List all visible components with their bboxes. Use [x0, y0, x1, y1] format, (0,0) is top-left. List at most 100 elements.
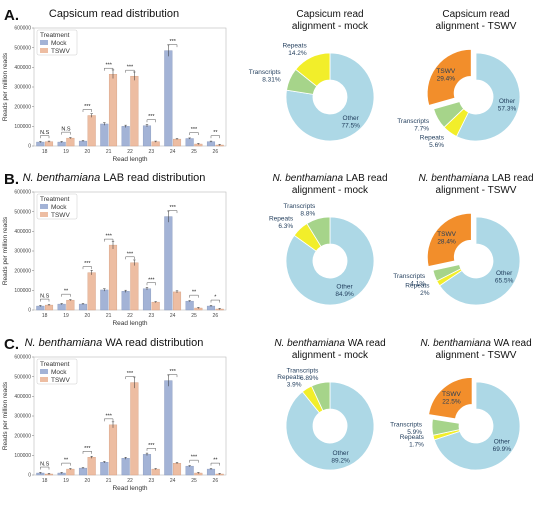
- donut-slice-transcripts: [306, 216, 331, 248]
- legend-swatch-tswv: [40, 212, 48, 217]
- slice-label: Repeats: [269, 216, 294, 223]
- y-tick-label: 100000: [14, 288, 31, 294]
- title-italic-part: N. benthamiana: [23, 172, 101, 184]
- slice-label: TSWV: [437, 231, 456, 238]
- slice-value: 57.3%: [498, 106, 517, 113]
- significance-label: ***: [105, 63, 112, 69]
- x-tick-label: 18: [42, 478, 48, 484]
- significance-label: **: [64, 458, 69, 464]
- bar-tswv: [87, 272, 96, 311]
- bar-chart-title: N. benthamiana WA read distribution: [25, 337, 204, 349]
- donut-title-line2: alignment - mock: [292, 350, 369, 361]
- slice-value: 29.4%: [437, 76, 456, 83]
- slice-value: 2%: [420, 290, 430, 297]
- title-rest-part: WA read distribution: [102, 337, 203, 349]
- slice-label: Repeats: [277, 374, 302, 381]
- significance-bracket: [189, 459, 199, 463]
- y-tick-label: 300000: [14, 85, 31, 91]
- x-tick-label: 18: [42, 313, 48, 319]
- bar-mock: [164, 50, 173, 147]
- donut-slice-transcripts: [311, 381, 331, 412]
- bar-mock: [206, 468, 216, 476]
- significance-bracket: [146, 448, 156, 451]
- x-tick-label: 23: [149, 313, 155, 319]
- donut-title-line1: N. benthamiana LAB read: [418, 173, 533, 184]
- bar-mock: [100, 289, 109, 311]
- legend-swatch-tswv: [40, 377, 48, 382]
- significance-bracket: [104, 418, 114, 422]
- slice-label: Transcripts: [393, 273, 426, 280]
- y-tick-label: 500000: [14, 209, 31, 215]
- slice-value: 5.9%: [407, 429, 422, 436]
- bar-tswv: [66, 299, 75, 311]
- slice-value: 28.4%: [437, 239, 456, 246]
- legend-title: Treatment: [40, 32, 70, 39]
- bar-tswv: [108, 244, 118, 311]
- donut-slice-tswv: [428, 377, 473, 420]
- significance-label: ***: [84, 261, 91, 267]
- y-axis-label: Reads per million reads: [2, 381, 9, 450]
- bar-tswv: [130, 262, 139, 311]
- slice-label: Other: [332, 450, 349, 457]
- donut-slice-other: [285, 216, 375, 306]
- donut-slice-other: [285, 52, 375, 142]
- y-tick-label: 300000: [14, 414, 31, 420]
- significance-bracket: [61, 462, 71, 466]
- slice-label: Transcripts: [390, 422, 423, 429]
- bar-mock: [121, 291, 130, 311]
- y-tick-label: 600000: [14, 190, 31, 196]
- bar-tswv: [87, 115, 96, 147]
- bar-tswv: [172, 138, 182, 147]
- bar-tswv: [66, 468, 75, 476]
- bar-tswv: [130, 382, 139, 476]
- significance-bracket: [125, 69, 135, 73]
- donut-slice-transcripts: [431, 418, 460, 436]
- panel-letter: B.: [4, 171, 19, 188]
- legend-label-mock: Mock: [51, 204, 67, 211]
- bar-chart-title: N. benthamiana LAB read distribution: [23, 172, 206, 184]
- x-axis-label: Read length: [112, 156, 147, 163]
- significance-bracket: [82, 451, 92, 454]
- title-italic-part: N. benthamiana: [420, 338, 491, 349]
- legend-label-tswv: TSWV: [51, 48, 70, 55]
- significance-bracket: [210, 299, 220, 303]
- x-tick-label: 19: [63, 478, 69, 484]
- donut-slice-transcripts: [433, 101, 465, 128]
- significance-label: N.S: [40, 130, 50, 136]
- significance-label: ***: [105, 234, 112, 240]
- bar-mock: [206, 141, 216, 147]
- title-rest-part: LAB read: [343, 173, 387, 184]
- y-tick-label: 100000: [14, 453, 31, 459]
- slice-value: 22.5%: [442, 399, 461, 406]
- slice-value: 6.89%: [300, 375, 319, 382]
- x-tick-label: 24: [170, 478, 176, 484]
- bar-chart-title: Capsicum read distribution: [49, 8, 179, 20]
- slice-label: Transcripts: [397, 118, 430, 125]
- bar-mock: [121, 126, 130, 147]
- x-tick-label: 20: [85, 313, 91, 319]
- x-tick-label: 23: [149, 149, 155, 155]
- y-tick-label: 0: [28, 144, 31, 150]
- significance-label: ***: [148, 277, 155, 283]
- y-tick-label: 400000: [14, 394, 31, 400]
- bar-tswv: [87, 457, 96, 476]
- donut-title-line2: alignment - mock: [292, 21, 369, 32]
- significance-bracket: [40, 466, 50, 470]
- x-tick-label: 25: [191, 478, 197, 484]
- donut-slice-tswv: [426, 212, 472, 268]
- slice-label: Repeats: [400, 434, 425, 441]
- title-italic-part: N. benthamiana: [272, 173, 343, 184]
- donut-slice-transcripts: [432, 264, 462, 282]
- title-rest-part: WA read: [491, 338, 532, 349]
- significance-bracket: [40, 135, 50, 139]
- slice-value: 14.2%: [288, 50, 307, 57]
- donut-title-line1: N. benthamiana LAB read: [272, 173, 387, 184]
- slice-label: Transcripts: [283, 203, 316, 210]
- significance-bracket: [40, 298, 50, 302]
- slice-value: 5.6%: [429, 142, 444, 149]
- title-rest-part: WA read: [345, 338, 386, 349]
- y-tick-label: 300000: [14, 249, 31, 255]
- slice-label: Repeats: [282, 42, 307, 49]
- x-tick-label: 24: [170, 149, 176, 155]
- donut-title-line2: alignment - TSWV: [436, 21, 517, 32]
